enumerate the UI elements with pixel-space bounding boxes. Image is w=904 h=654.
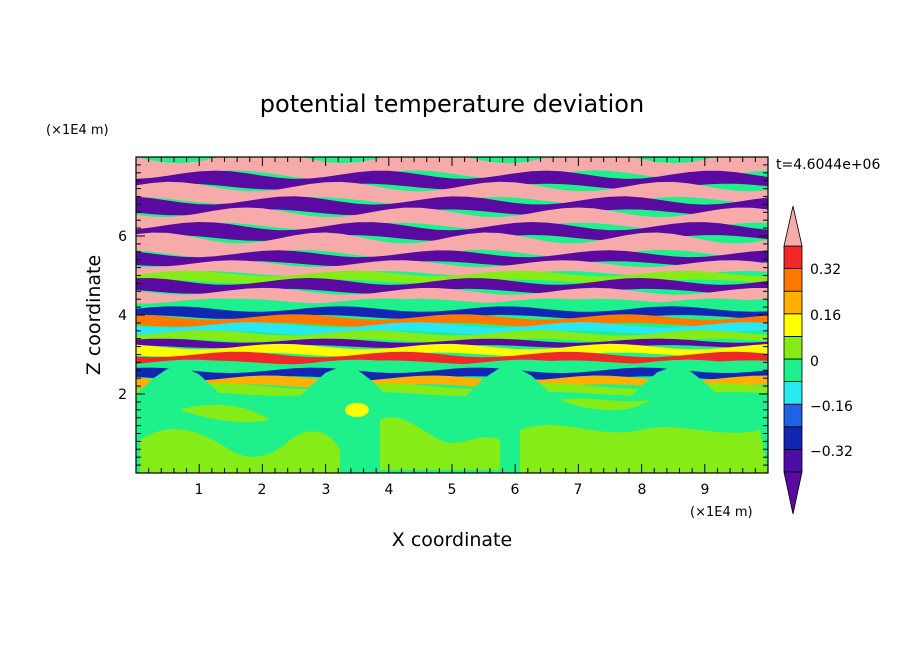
contour-layer xyxy=(136,196,768,216)
plume-patch xyxy=(140,429,340,473)
plume-patch xyxy=(520,425,768,473)
y-tick-label: 2 xyxy=(118,387,127,403)
colorbar-top-arrow xyxy=(783,205,803,247)
contour-layer xyxy=(136,260,768,276)
colorbar-band xyxy=(783,245,803,270)
chart-title: potential temperature deviation xyxy=(260,90,644,118)
contour-layer xyxy=(136,170,768,190)
x-tick-label: 3 xyxy=(322,482,331,498)
y-axis-label: Z coordinate xyxy=(83,255,105,375)
contour-layer xyxy=(136,375,768,389)
plume-patch xyxy=(560,398,650,411)
contour-layer xyxy=(136,314,768,327)
colorbar-label: 0.16 xyxy=(810,308,841,324)
y-tick-label: 6 xyxy=(118,229,127,245)
contour-layer xyxy=(136,383,768,396)
colorbar-band xyxy=(783,290,803,315)
x-tick-label: 4 xyxy=(385,482,394,498)
x-tick-label: 2 xyxy=(258,482,267,498)
y-tick-label: 4 xyxy=(118,308,127,324)
colorbar-label: 0 xyxy=(810,354,819,370)
colorbar-label: −0.32 xyxy=(810,444,853,460)
contour-layer xyxy=(136,157,768,180)
contour-layer xyxy=(136,207,768,230)
colorbar-band xyxy=(783,268,803,292)
contour-layer xyxy=(136,250,768,267)
contour-layer xyxy=(136,298,768,311)
contour-layer xyxy=(136,322,768,335)
x-tick-label: 7 xyxy=(574,482,583,498)
plot-area xyxy=(136,157,768,473)
colorbar-band xyxy=(783,448,803,473)
colorbar-band xyxy=(783,358,803,383)
x-tick-label: 1 xyxy=(195,482,204,498)
colorbar-bottom-arrow xyxy=(783,471,803,515)
contour-layer xyxy=(136,330,768,343)
y-tick-labels: 2 4 6 xyxy=(118,229,127,403)
contour-layer xyxy=(136,343,768,357)
colorbar-band xyxy=(783,403,803,428)
plume-patch xyxy=(180,404,270,422)
lower-plume-patches xyxy=(140,398,768,473)
colorbar-band xyxy=(783,335,803,360)
x-tick-labels: 1 2 3 4 5 6 7 8 9 xyxy=(195,482,710,498)
axis-ticks xyxy=(136,157,769,473)
colorbar-band xyxy=(783,426,803,450)
x-axis-label: X coordinate xyxy=(392,529,512,551)
x-tick-label: 6 xyxy=(511,482,520,498)
contour-layer xyxy=(136,287,768,304)
x-tick-label: 9 xyxy=(701,482,710,498)
x-tick-label: 8 xyxy=(638,482,647,498)
plume-patch xyxy=(380,417,500,470)
colorbar-label: −0.16 xyxy=(810,399,853,415)
x-tick-label: 5 xyxy=(448,482,457,498)
time-label: t=4.6044e+06 xyxy=(776,157,880,173)
y-unit-label: (×1E4 m) xyxy=(46,123,109,138)
contour-layers xyxy=(136,157,768,473)
plume-patch xyxy=(345,403,369,417)
x-unit-label: (×1E4 m) xyxy=(690,505,753,520)
colorbar-labels: 0.32 0.16 0 −0.16 −0.32 xyxy=(810,262,853,460)
colorbar-label: 0.32 xyxy=(810,262,841,278)
colorbar-band xyxy=(783,381,803,405)
colorbar-band xyxy=(783,313,803,337)
contour-layer xyxy=(136,351,768,365)
colorbar xyxy=(783,205,803,515)
